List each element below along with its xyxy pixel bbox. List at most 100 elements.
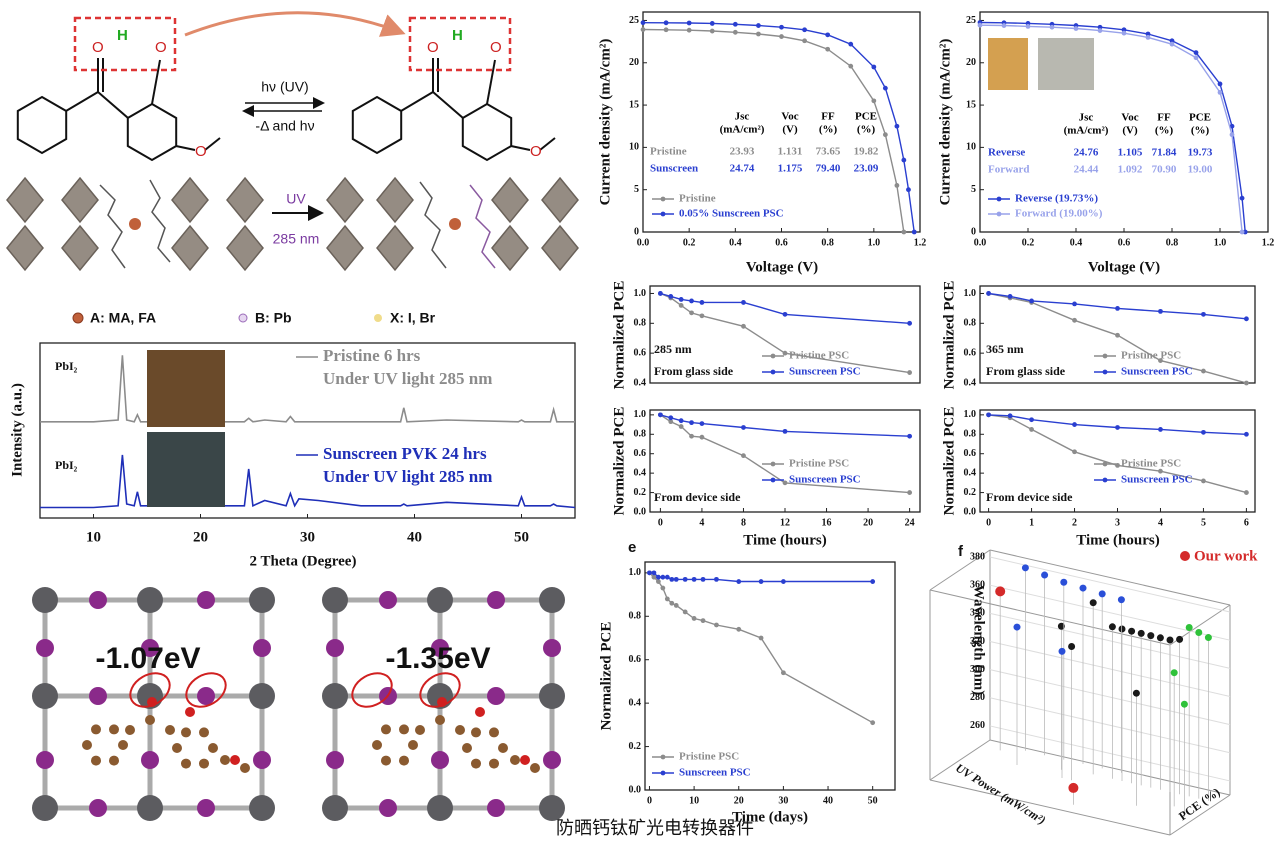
y-axis-label: Normalized PCE (941, 407, 957, 516)
table-cell: 73.65 (816, 146, 841, 158)
data-point (710, 21, 715, 26)
x-tick-label: 6 (1244, 517, 1249, 528)
data-point (1122, 31, 1127, 36)
data-point (1146, 35, 1151, 40)
legend-text: Sunscreen PSC (789, 366, 861, 378)
data-point (714, 623, 719, 628)
x-tick-label: 0 (647, 795, 652, 806)
a-site (449, 218, 461, 230)
x-axis-label: PCE (%) (1176, 785, 1223, 823)
data-point (1115, 306, 1120, 311)
y-tick-label: 0.8 (634, 318, 647, 329)
x-tick-label: 0.4 (729, 237, 742, 248)
pb-atom (322, 795, 348, 821)
o-atom (185, 707, 195, 717)
y-tick-label: 0.8 (629, 611, 642, 622)
legend-marker (771, 370, 776, 375)
data-point (1201, 479, 1206, 484)
y-tick-label: 0.4 (629, 697, 642, 708)
inset-photo (147, 350, 225, 427)
data-point (1080, 585, 1087, 592)
legend-marker (661, 755, 666, 760)
data-point (1128, 628, 1135, 635)
data-point (1240, 196, 1245, 201)
data-point (907, 370, 912, 375)
data-point (756, 23, 761, 28)
table-cell: 23.93 (730, 146, 755, 158)
c-atom (455, 725, 465, 735)
data-point (783, 312, 788, 317)
annotation: From glass side (986, 364, 1066, 378)
data-point (1186, 624, 1193, 631)
y-tick-label: 15 (966, 99, 976, 110)
data-point (674, 603, 679, 608)
pb-atom (539, 683, 565, 709)
data-point (665, 575, 670, 580)
c-atom (165, 725, 175, 735)
data-point (759, 579, 764, 584)
y-tick-label: 0.8 (964, 318, 977, 329)
data-point (710, 29, 715, 34)
legend-dot (239, 314, 247, 322)
label: B: Pb (255, 310, 292, 326)
data-point (689, 310, 694, 315)
table-cell: Pristine (650, 146, 687, 158)
grid-line (990, 613, 1230, 668)
data-point (683, 577, 688, 582)
data-point (1138, 630, 1145, 637)
data-point (1157, 634, 1164, 641)
y-tick-label: 0.8 (634, 429, 647, 440)
data-point (689, 299, 694, 304)
data-point (1072, 318, 1077, 323)
i-atom (197, 591, 215, 609)
data-point (1068, 643, 1075, 650)
y-tick-label: 15 (629, 99, 639, 110)
data-point (660, 575, 665, 580)
data-point (647, 570, 652, 575)
table-cell: 70.90 (1152, 164, 1177, 176)
y-tick-label: 0.8 (964, 429, 977, 440)
c-atom (435, 715, 445, 725)
x-tick-label: 2 (1072, 517, 1077, 528)
y-tick-label: 0.2 (634, 487, 647, 498)
c-atom (181, 727, 191, 737)
c-atom (172, 743, 182, 753)
y-tick-label: 0.4 (964, 467, 977, 478)
legend-marker (771, 478, 776, 483)
table-header: (%) (857, 124, 876, 136)
z-tick-label: 260 (970, 720, 985, 731)
c-atom (399, 724, 409, 734)
octahedron (542, 226, 578, 270)
c-atom (462, 743, 472, 753)
data-point (1098, 28, 1103, 33)
c-atom (208, 743, 218, 753)
data-point (1026, 24, 1031, 29)
legend-marker (1103, 478, 1108, 483)
data-point (1008, 294, 1013, 299)
legend-text: Pristine 6 hrs (323, 346, 421, 365)
y-tick-label: 0.0 (629, 784, 642, 795)
table-cell: 19.82 (854, 146, 879, 158)
y-tick-label: 1.0 (629, 567, 642, 578)
legend-text: Pristine PSC (789, 458, 849, 470)
annotation: 365 nm (986, 342, 1024, 356)
data-point (1072, 302, 1077, 307)
y-tick-label: 0 (634, 226, 639, 237)
table-cell: 1.175 (778, 163, 803, 175)
data-point (689, 434, 694, 439)
legend-text: Pristine PSC (789, 350, 849, 362)
data-point (870, 720, 875, 725)
y-axis-label: Normalized PCE (611, 281, 627, 390)
data-point (679, 418, 684, 423)
box-edge (930, 780, 1170, 835)
x-tick-label: 4 (699, 517, 704, 528)
data-point (1059, 648, 1066, 655)
legend-marker (1180, 551, 1190, 561)
data-point (741, 453, 746, 458)
y-axis-label: Intensity (a.u.) (9, 383, 25, 477)
legend-dot (73, 313, 83, 323)
pb-atom (322, 587, 348, 613)
y-tick-label: 0.6 (964, 347, 977, 358)
data-point (700, 435, 705, 440)
curved-arrow (185, 13, 400, 35)
